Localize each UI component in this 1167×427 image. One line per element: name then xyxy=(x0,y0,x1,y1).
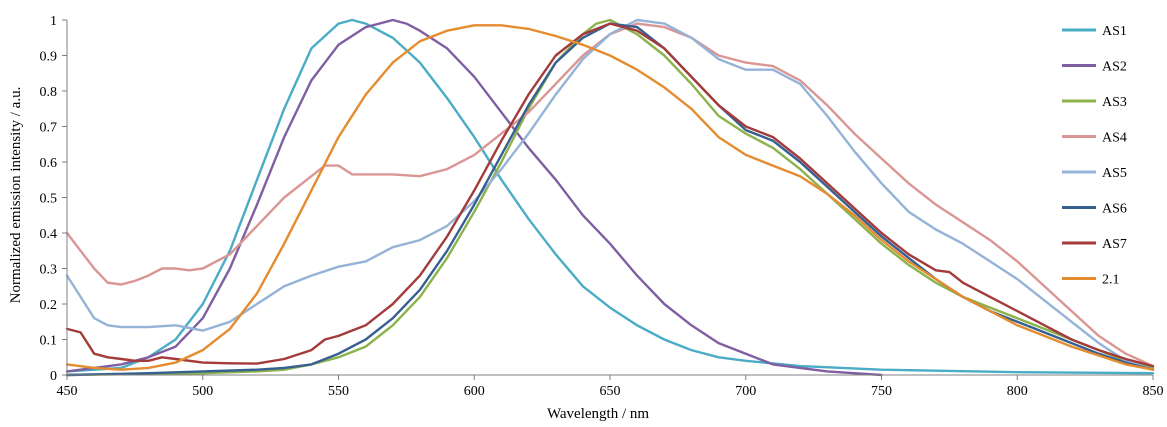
y-tick-label: 0.3 xyxy=(40,263,58,278)
legend: AS1 AS2 AS3 AS4 AS5 AS6 AS7 2.1 xyxy=(1062,24,1127,288)
y-tick-label: 0.8 xyxy=(40,85,58,100)
series-line-as3 xyxy=(65,18,1155,377)
legend-item-as4: AS4 xyxy=(1062,131,1127,146)
y-tick-label: 1 xyxy=(50,14,57,29)
legend-label: 2.1 xyxy=(1102,273,1120,288)
x-tick-label: 850 xyxy=(1143,384,1164,399)
x-axis-title: Wavelength / nm xyxy=(547,406,649,422)
x-tick-label: 550 xyxy=(328,384,349,399)
legend-label: AS3 xyxy=(1102,95,1127,110)
ticks-layer: 450 500 550 600 650 700 750 800 850 0 0.1 0.2 0.3 0.4… xyxy=(40,14,1164,399)
series-line-as2 xyxy=(65,18,883,377)
legend-item-as6: AS6 xyxy=(1062,202,1127,217)
x-tick-label: 500 xyxy=(192,384,213,399)
legend-item-as3: AS3 xyxy=(1062,95,1127,110)
legend-item-as5: AS5 xyxy=(1062,166,1127,181)
legend-label: AS1 xyxy=(1102,24,1127,39)
y-tick-label: 0.1 xyxy=(40,334,58,349)
y-tick-label: 0.2 xyxy=(40,298,58,313)
y-tick-label: 0.9 xyxy=(40,50,58,65)
y-tick-label: 0.7 xyxy=(40,121,58,136)
legend-item-as2: AS2 xyxy=(1062,60,1127,75)
y-tick-label: 0.4 xyxy=(40,227,58,242)
legend-label: AS2 xyxy=(1102,60,1127,75)
x-tick-label: 650 xyxy=(600,384,621,399)
x-tick-label: 700 xyxy=(735,384,756,399)
series-line-2-1 xyxy=(65,24,1155,371)
x-tick-label: 600 xyxy=(464,384,485,399)
legend-label: AS7 xyxy=(1102,237,1127,252)
series-line-as4 xyxy=(65,22,1155,368)
x-tick-label: 750 xyxy=(871,384,892,399)
series-layer xyxy=(65,18,1155,377)
y-tick-label: 0.5 xyxy=(40,192,58,207)
series-line-as7 xyxy=(65,22,1155,368)
x-tick-label: 450 xyxy=(57,384,78,399)
series-line-as5 xyxy=(65,18,1155,371)
series-line-as1 xyxy=(65,18,1155,375)
legend-label: AS6 xyxy=(1102,202,1127,217)
legend-item-2-1: 2.1 xyxy=(1062,273,1120,288)
legend-label: AS4 xyxy=(1102,131,1127,146)
x-tick-label: 800 xyxy=(1007,384,1028,399)
y-tick-label: 0 xyxy=(50,369,57,384)
legend-label: AS5 xyxy=(1102,166,1127,181)
legend-item-as7: AS7 xyxy=(1062,237,1127,252)
legend-item-as1: AS1 xyxy=(1062,24,1127,39)
y-tick-label: 0.6 xyxy=(40,156,58,171)
y-axis-title: Normalized emission intensity / a.u. xyxy=(8,87,24,304)
